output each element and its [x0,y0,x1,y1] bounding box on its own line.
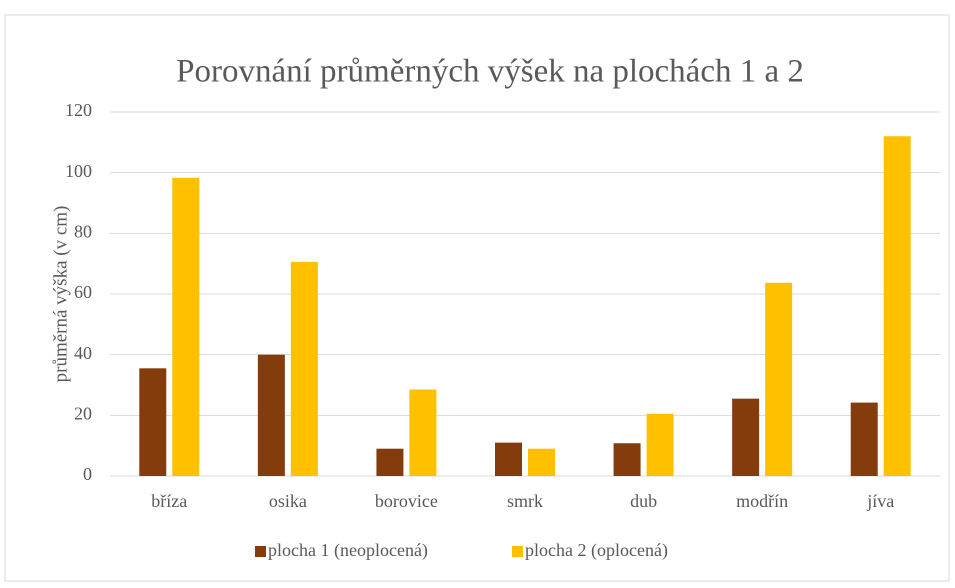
x-tick-label: borovice [375,491,438,511]
bar [850,402,878,476]
bar [409,389,437,476]
bar [732,398,760,476]
x-tick-label: jíva [866,491,894,511]
bar [139,368,167,476]
y-tick-label: 60 [74,282,92,302]
y-axis-label: průměrná výška (v cm) [50,206,71,383]
x-tick-label: bříza [151,491,187,511]
y-tick-label: 20 [74,403,92,423]
bar [528,448,555,476]
bar [613,443,641,476]
chart-title: Porovnání průměrných výšek na plochách 1… [176,54,804,90]
bar [765,282,793,476]
y-tick-label: 0 [83,464,92,484]
bar [257,354,285,476]
y-tick-label: 80 [74,221,92,241]
bar [883,136,911,476]
y-tick-label: 120 [65,100,92,120]
x-tick-label: modřín [736,491,788,511]
legend-label: plocha 2 (oplocená) [525,540,668,561]
x-tick-label: osika [269,491,307,511]
x-tick-label: dub [630,491,657,511]
bar [290,261,318,476]
bar [646,413,674,476]
bar [172,177,200,476]
y-tick-label: 100 [65,161,92,181]
legend-swatch [255,546,266,557]
bar [376,448,404,476]
bar [495,442,522,476]
x-tick-label: smrk [507,491,543,511]
chart-border [4,14,950,582]
legend-label: plocha 1 (neoplocená) [268,540,428,561]
y-tick-label: 40 [74,343,92,363]
legend-swatch [512,546,523,557]
